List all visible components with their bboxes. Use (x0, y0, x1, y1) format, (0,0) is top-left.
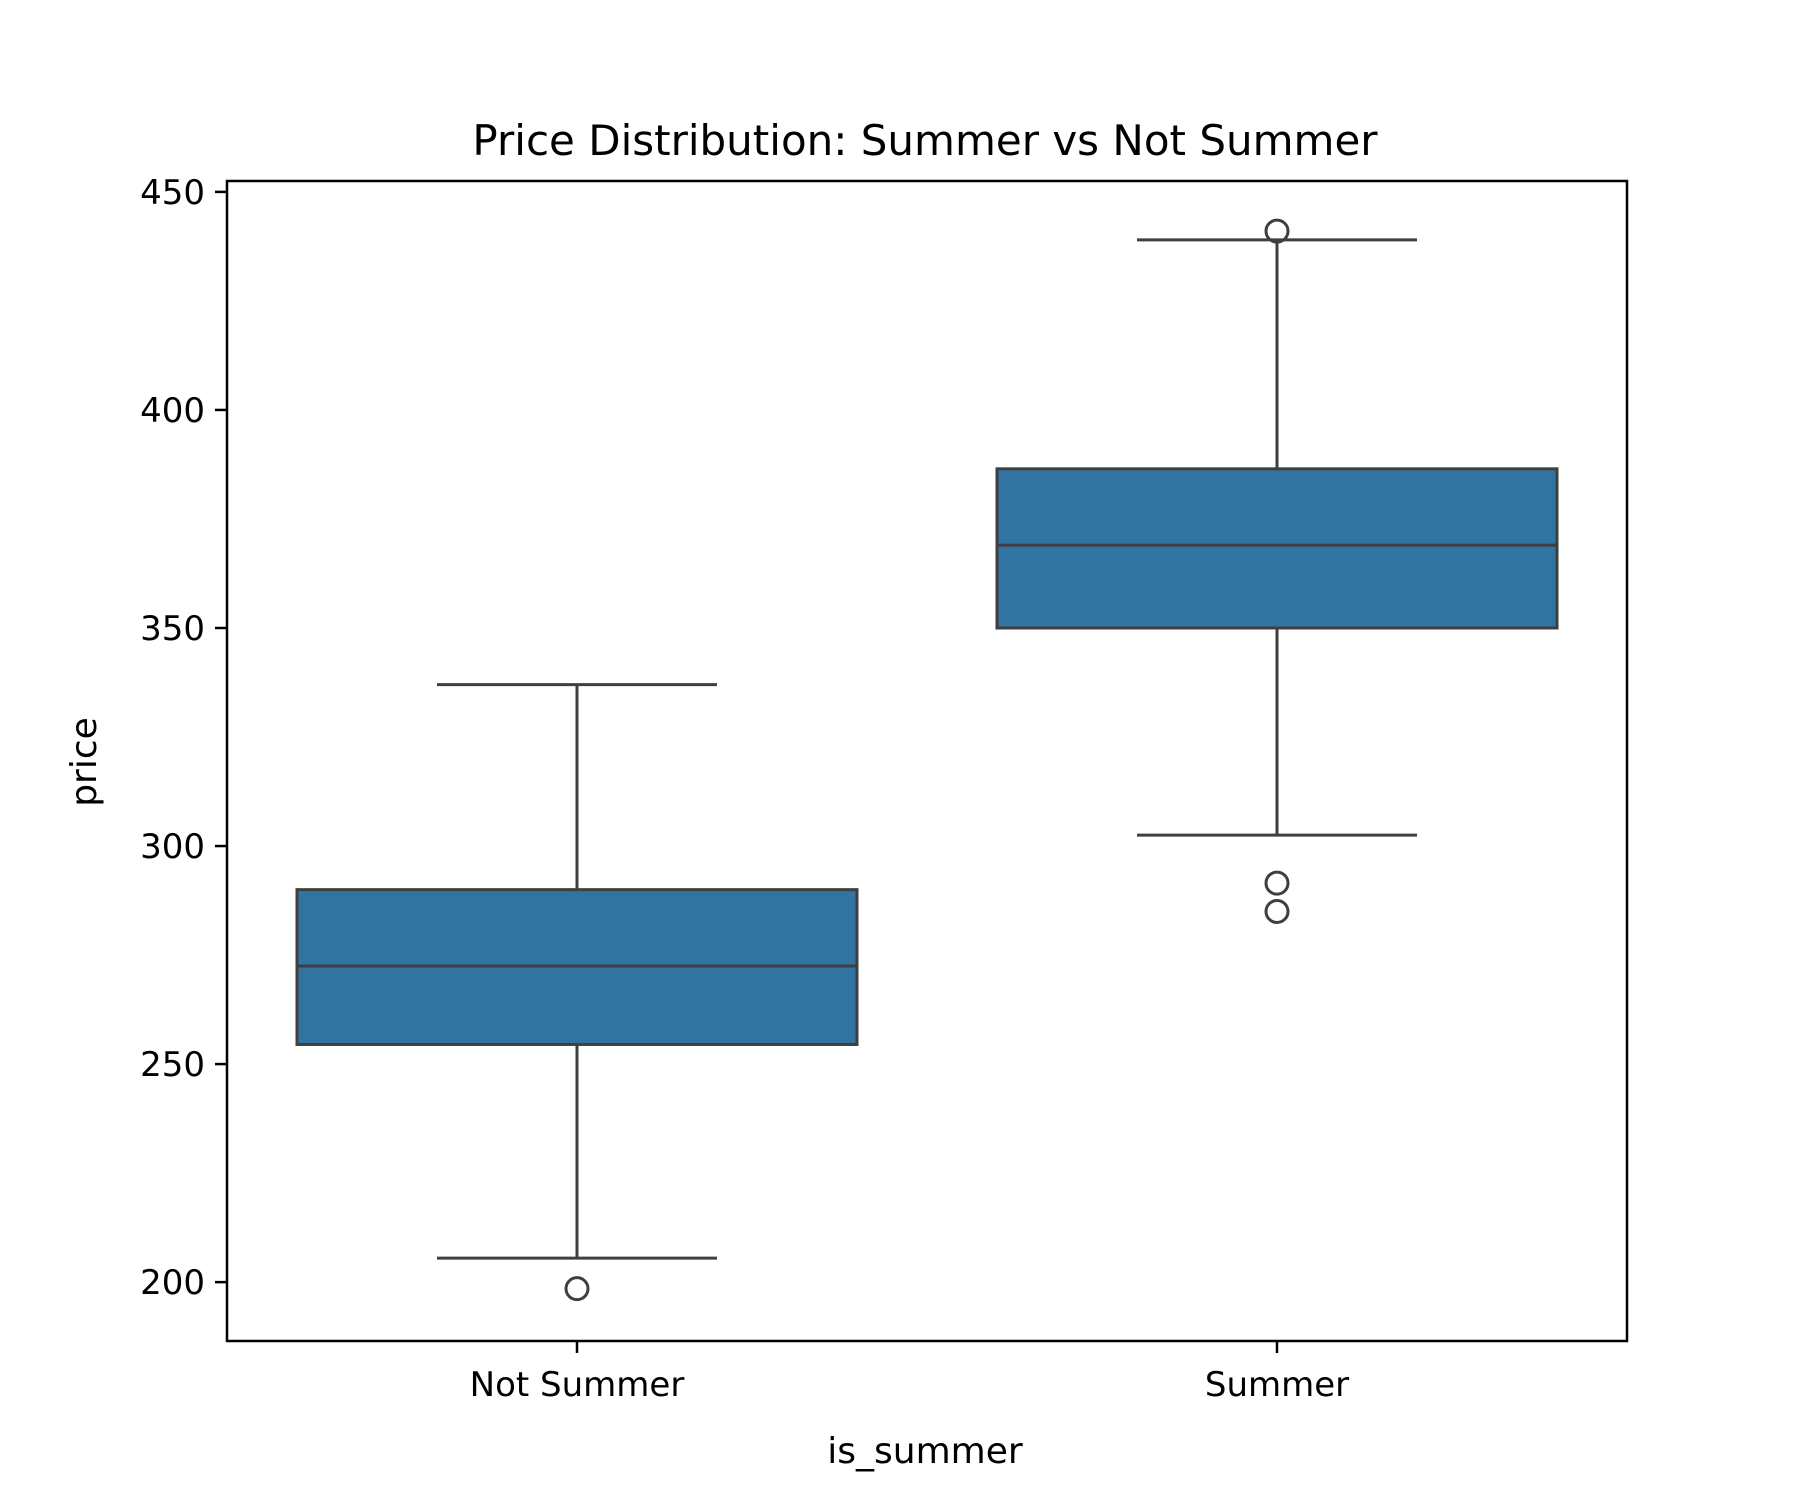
axes-frame (225, 179, 1629, 1343)
x-tick-label-summer: Summer (1205, 1365, 1349, 1405)
x-axis-label: is_summer (827, 1431, 1023, 1472)
outlier-summer-2 (1264, 870, 1290, 896)
y-tick-label-200: 200 (140, 1263, 205, 1303)
y-tick-label-450: 450 (140, 173, 205, 213)
outlier-summer-1 (1264, 218, 1290, 244)
outlier-not-summer-1 (564, 1276, 590, 1302)
box-summer (995, 467, 1559, 630)
y-tick-label-400: 400 (140, 391, 205, 431)
y-tick-label-250: 250 (140, 1045, 205, 1085)
y-axis-label: price (64, 717, 105, 807)
outlier-summer-3 (1264, 898, 1290, 924)
plot-area: 200 250 300 350 400 450 Not Summer Summer (140, 173, 1629, 1405)
y-tick-label-300: 300 (140, 827, 205, 867)
chart-title: Price Distribution: Summer vs Not Summer (472, 116, 1378, 165)
y-tick-label-350: 350 (140, 609, 205, 649)
x-tick-label-not-summer: Not Summer (470, 1365, 685, 1405)
